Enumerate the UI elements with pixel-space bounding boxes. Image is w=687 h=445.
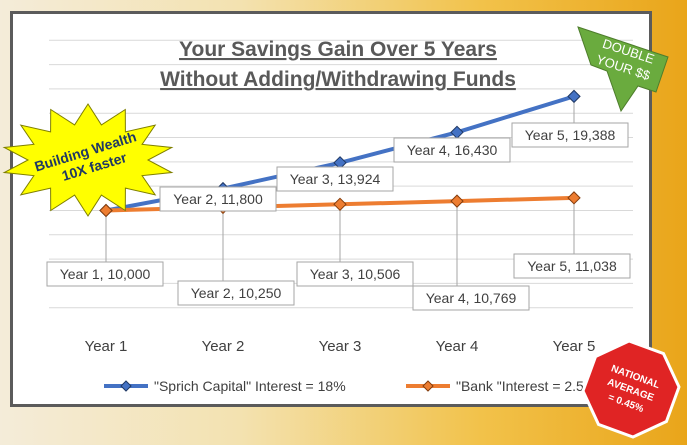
legend-swatch-marker — [120, 380, 132, 392]
x-tick-label: Year 5 — [553, 338, 596, 355]
data-labels: Year 2, 11,800 Year 3, 13,924 Year 4, 16,4… — [46, 122, 631, 311]
data-label-box — [412, 285, 530, 311]
series-marker — [450, 125, 464, 140]
x-tick-label: Year 4 — [436, 338, 479, 355]
legend-label: "Bank "Interest = 2.5% — [456, 378, 596, 394]
double-arrow-callout: DOUBLE YOUR $$ — [577, 26, 669, 113]
series-marker — [333, 197, 347, 212]
legend: "Sprich Capital" Interest = 18% "Bank "In… — [104, 378, 596, 394]
series-marker — [99, 203, 113, 218]
x-tick-label: Year 1 — [85, 338, 128, 355]
data-label: Year 3, 10,506 — [310, 266, 401, 282]
series-marker — [450, 194, 464, 208]
octagon-shape — [581, 339, 681, 439]
legend-swatch-marker — [422, 380, 434, 392]
series-marker — [567, 89, 581, 104]
chart-title-line-2: Without Adding/Withdrawing Funds — [160, 68, 516, 91]
national-average-stop-sign: NATIONAL AVERAGE = 0.45% — [581, 339, 681, 439]
chart-svg: Your Savings Gain Over 5 Years Without A… — [46, 38, 633, 394]
x-tick-label: Year 3 — [319, 338, 362, 355]
data-label-box — [46, 261, 164, 287]
data-label-box — [296, 261, 414, 287]
series-marker — [567, 191, 581, 205]
data-label: Year 5, 11,038 — [527, 258, 617, 274]
starburst-callout: Building Wealth 10X faster — [2, 103, 174, 217]
data-label: Year 2, 10,250 — [191, 285, 282, 301]
data-label-box — [511, 122, 629, 148]
data-label: Year 4, 16,430 — [407, 142, 498, 158]
data-label: Year 1, 10,000 — [60, 266, 151, 282]
x-tick-label: Year 2 — [202, 338, 245, 355]
x-axis-ticks: Year 1 Year 2 Year 3 Year 4 Year 5 — [85, 338, 596, 355]
chart-title: Your Savings Gain Over 5 Years Without A… — [160, 38, 516, 91]
starburst-shape — [2, 103, 174, 217]
data-label-box — [393, 137, 511, 163]
data-label: Year 2, 11,800 — [173, 191, 263, 207]
data-label-box — [513, 253, 631, 279]
data-label: Year 4, 10,769 — [426, 290, 517, 306]
down-arrow-shape — [577, 26, 669, 113]
legend-label: "Sprich Capital" Interest = 18% — [154, 378, 346, 394]
data-label-box — [276, 166, 394, 192]
chart-title-line-1: Your Savings Gain Over 5 Years — [179, 38, 497, 61]
data-label: Year 3, 13,924 — [290, 171, 381, 187]
data-label: Year 5, 19,388 — [525, 127, 616, 143]
data-label-box — [177, 280, 295, 306]
chart-frame: Your Savings Gain Over 5 Years Without A… — [10, 11, 652, 407]
data-label-box — [159, 186, 277, 212]
